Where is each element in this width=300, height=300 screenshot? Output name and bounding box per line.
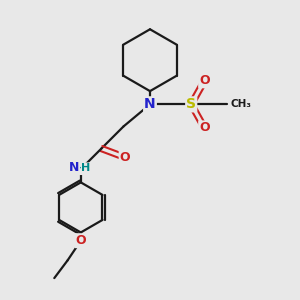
Text: O: O [199,122,210,134]
Text: O: O [199,74,210,87]
Text: H: H [82,163,91,173]
Text: O: O [76,234,86,247]
Text: N: N [69,161,80,175]
Text: O: O [120,151,130,164]
Text: S: S [186,98,196,111]
Text: N: N [144,98,156,111]
Text: CH₃: CH₃ [231,99,252,110]
Text: H: H [76,164,86,174]
